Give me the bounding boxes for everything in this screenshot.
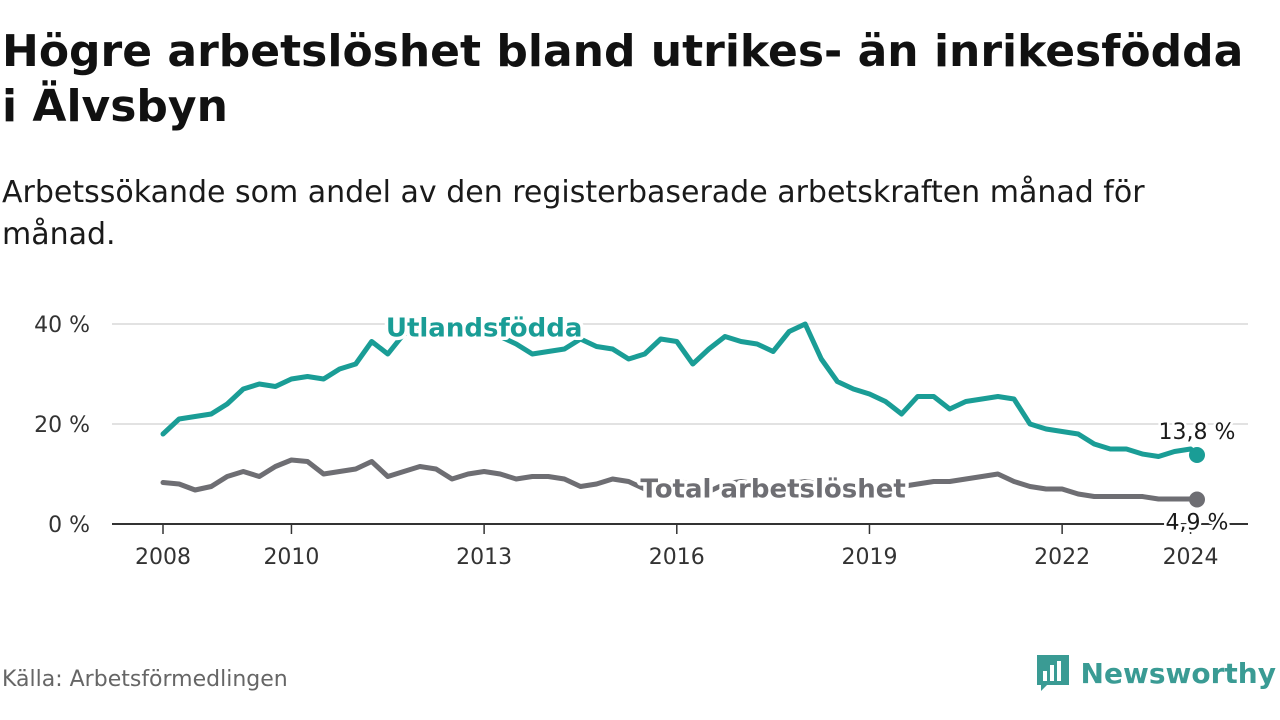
- bar-chart-speech-bubble-icon: [1036, 655, 1069, 691]
- y-tick-label: 20 %: [34, 413, 90, 438]
- series-end-point: [1189, 447, 1205, 463]
- series-end-point: [1189, 491, 1205, 508]
- x-tick-label: 2019: [841, 545, 897, 570]
- brand-name: Newsworthy: [1080, 656, 1276, 690]
- series-annotation-label: Utlandsfödda: [386, 314, 583, 344]
- x-tick-label: 2022: [1034, 545, 1090, 570]
- x-tick-label: 2013: [456, 545, 512, 570]
- source-note: Källa: Arbetsförmedlingen: [2, 667, 288, 692]
- x-tick-label: 2024: [1163, 545, 1219, 570]
- x-tick-label: 2010: [263, 545, 319, 570]
- x-axis: 2008 2010 2013 2016 2019 2022 2024: [135, 524, 1219, 570]
- series-line-total: [160, 457, 1200, 502]
- y-tick-label: 0 %: [48, 513, 90, 538]
- x-tick-label: 2008: [135, 545, 191, 570]
- annotations: 13,8 % 4,9 % Utlandsfödda Total arbetslöshe…: [382, 310, 1238, 538]
- chart-subtitle: Arbetssökande som andel av den registerb…: [2, 175, 1145, 252]
- y-axis: 0 % 20 % 40 %: [34, 313, 90, 538]
- series-lines: [160, 321, 1205, 508]
- series-end-label: 4,9 %: [1166, 511, 1229, 536]
- series-end-label: 13,8 %: [1159, 420, 1236, 445]
- brand-logo: Newsworthy: [1035, 652, 1276, 694]
- grid-lines: [112, 323, 1248, 525]
- chart-title: Högre arbetslöshet bland utrikes- än inr…: [2, 26, 1244, 132]
- x-tick-label: 2016: [649, 545, 705, 570]
- series-line-utlandsfodda: [160, 321, 1200, 459]
- y-tick-label: 40 %: [34, 313, 90, 338]
- series-annotation-label: Total arbetslöshet: [640, 475, 905, 505]
